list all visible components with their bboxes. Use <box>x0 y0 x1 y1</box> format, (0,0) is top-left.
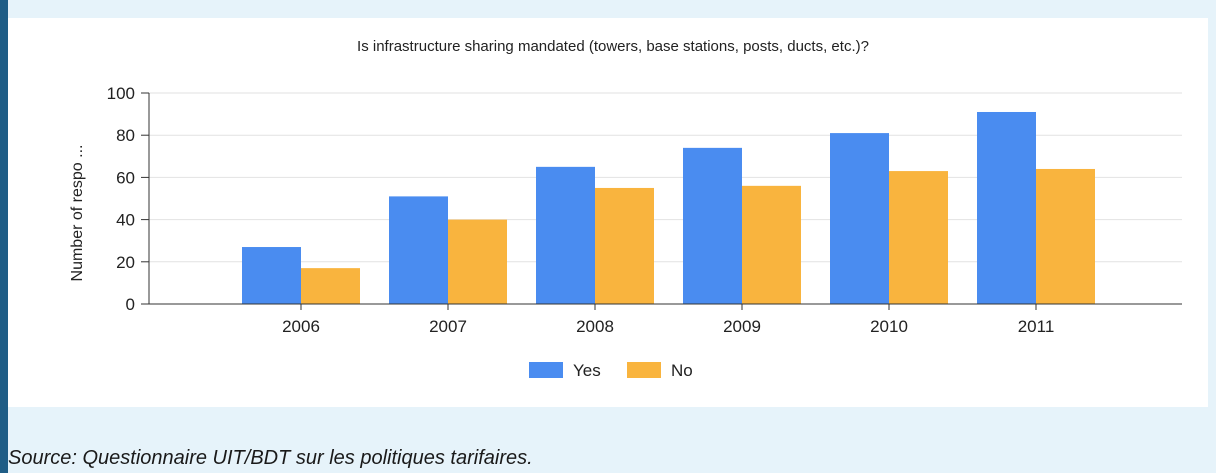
bar-yes-2011 <box>977 112 1036 304</box>
y-tick-label: 40 <box>116 211 135 230</box>
bars <box>242 112 1095 304</box>
bar-no-2006 <box>301 268 360 304</box>
bar-no-2010 <box>889 171 948 304</box>
x-tick-label: 2007 <box>429 317 467 336</box>
x-tick-label: 2011 <box>1018 317 1055 336</box>
legend-swatch-no <box>627 362 661 378</box>
bar-no-2011 <box>1036 169 1095 304</box>
y-tick-label: 100 <box>107 84 135 103</box>
x-tick-label: 2010 <box>870 317 908 336</box>
bar-yes-2009 <box>683 148 742 304</box>
legend-label-yes: Yes <box>573 361 601 380</box>
x-tick-label: 2009 <box>723 317 761 336</box>
legend-label-no: No <box>671 361 693 380</box>
bar-yes-2010 <box>830 133 889 304</box>
bar-no-2007 <box>448 220 507 304</box>
y-tick-label: 80 <box>116 126 135 145</box>
bar-yes-2006 <box>242 247 301 304</box>
bar-yes-2007 <box>389 196 448 304</box>
x-tick-label: 2006 <box>282 317 320 336</box>
bar-yes-2008 <box>536 167 595 304</box>
legend: Yes No <box>529 361 693 380</box>
y-tick-label: 20 <box>116 253 135 272</box>
source-note: Source: Questionnaire UIT/BDT sur les po… <box>8 447 533 470</box>
left-accent-bar <box>0 0 8 473</box>
y-axis-label: Number of respo ... <box>69 145 86 282</box>
bar-no-2008 <box>595 188 654 304</box>
legend-swatch-yes <box>529 362 563 378</box>
bar-no-2009 <box>742 186 801 304</box>
x-tick-label: 2008 <box>576 317 614 336</box>
y-tick-label: 0 <box>126 295 135 314</box>
y-tick-label: 60 <box>116 168 135 187</box>
bar-chart: Is infrastructure sharing mandated (towe… <box>8 18 1208 407</box>
chart-panel: Is infrastructure sharing mandated (towe… <box>8 18 1208 407</box>
chart-title: Is infrastructure sharing mandated (towe… <box>357 38 869 55</box>
